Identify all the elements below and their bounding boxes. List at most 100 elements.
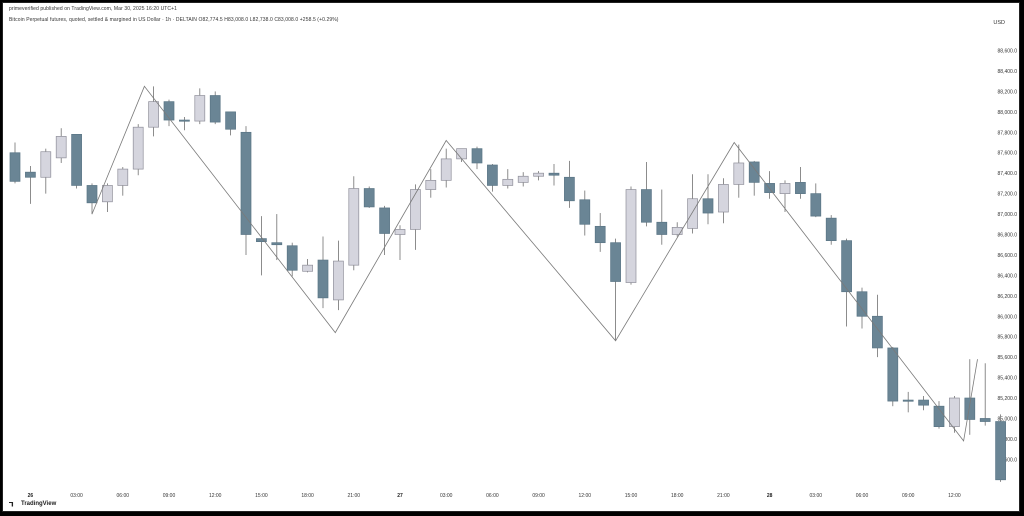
candle-body [733, 162, 745, 185]
candlestick-chart[interactable]: 84,600.0 84,800.0 85,000.0 85,200.0 85,400.0… [3, 3, 1020, 512]
y-tick-label: 85,200.0 [998, 396, 1018, 402]
x-tick-label: 06:00 [117, 493, 130, 499]
candle-body [933, 405, 945, 427]
x-tick-label: 18:00 [301, 493, 314, 499]
symbol-info-line: Bitcoin Perpetual futures, quoted, settl… [9, 17, 339, 23]
x-tick-label: 09:00 [163, 493, 176, 499]
candle-body [440, 158, 452, 181]
candle-body [702, 198, 714, 214]
candle-body [40, 151, 52, 178]
x-tick-label: 09:00 [532, 493, 545, 499]
candle-body [179, 119, 190, 122]
candle-body [872, 315, 883, 349]
candle-body [333, 260, 344, 301]
candle-body [117, 168, 129, 186]
y-tick-label: 86,600.0 [998, 253, 1018, 259]
candle-body [902, 399, 914, 402]
y-tick-label: 86,800.0 [998, 233, 1018, 239]
x-tick-label: 26 [28, 493, 34, 499]
y-tick-label: 84,600.0 [998, 457, 1018, 463]
candle-body [240, 131, 252, 235]
candle-body [625, 189, 637, 283]
candle-body [548, 172, 560, 176]
x-tick-label: 15:00 [625, 493, 638, 499]
candle-body [286, 245, 298, 271]
candle-body [194, 95, 206, 122]
candle-body [163, 101, 175, 121]
candle-body [256, 238, 267, 243]
candle-body [363, 188, 375, 208]
candle-body [102, 185, 113, 203]
candle-body [887, 347, 899, 402]
x-tick-label: 03:00 [810, 493, 823, 499]
candle-body [610, 242, 621, 282]
candle-body [656, 221, 668, 235]
candle-body [502, 178, 514, 186]
y-tick-label: 85,800.0 [998, 335, 1018, 341]
candle-body [225, 111, 236, 130]
candle-body [55, 136, 67, 159]
candle-body [410, 189, 421, 230]
y-tick-label: 88,000.0 [998, 110, 1018, 116]
y-tick-label: 87,600.0 [998, 151, 1018, 157]
x-tick-label: 12:00 [948, 493, 961, 499]
y-tick-label: 85,000.0 [998, 416, 1018, 422]
y-tick-label: 87,200.0 [998, 192, 1018, 198]
candle-body [979, 418, 991, 422]
candle-body [394, 229, 406, 235]
candle-body [456, 148, 467, 160]
x-tick-label: 21:00 [717, 493, 730, 499]
candle-body [964, 397, 976, 420]
candle-body [856, 291, 868, 317]
publisher-line: primeverified published on TradingView.c… [9, 6, 178, 12]
candle-body [471, 148, 483, 164]
tradingview-logo[interactable]: TradingView [9, 501, 56, 507]
candle-body [949, 397, 960, 427]
candle-body [86, 185, 98, 204]
x-tick-label: 09:00 [902, 493, 915, 499]
y-tick-label: 85,400.0 [998, 376, 1018, 382]
candle-body [718, 184, 729, 213]
candle-body [25, 171, 36, 178]
x-tick-label: 03:00 [70, 493, 83, 499]
candle-body [564, 176, 575, 202]
x-tick-label: 03:00 [440, 493, 453, 499]
y-tick-label: 87,800.0 [998, 130, 1018, 136]
x-tick-label: 15:00 [255, 493, 268, 499]
y-tick-label: 86,200.0 [998, 294, 1018, 300]
zigzag-line [91, 85, 978, 442]
candle-body [148, 101, 159, 128]
x-tick-label: 06:00 [486, 493, 499, 499]
candle-body [995, 421, 1006, 481]
x-tick-label: 06:00 [856, 493, 869, 499]
candle-body [487, 164, 498, 186]
candle-body [9, 152, 21, 182]
candle-body [918, 399, 929, 406]
x-tick-label: 28 [767, 493, 773, 499]
tradingview-brand: TradingView [21, 501, 57, 507]
currency-label: USD [993, 20, 1005, 26]
candle-body [841, 240, 852, 293]
candle-body [641, 189, 652, 223]
y-tick-label: 84,800.0 [998, 437, 1018, 443]
y-tick-label: 87,400.0 [998, 171, 1018, 177]
candle-body [348, 188, 360, 266]
x-tick-label: 27 [397, 493, 403, 499]
y-tick-label: 85,600.0 [998, 355, 1018, 361]
candle-body [810, 193, 822, 217]
candle-body [825, 217, 837, 241]
x-tick-label: 12:00 [579, 493, 592, 499]
y-tick-label: 86,400.0 [998, 273, 1018, 279]
candle-body [594, 225, 606, 244]
candle-body [317, 259, 329, 299]
y-tick-label: 88,200.0 [998, 89, 1018, 95]
tradingview-logo-icon [9, 501, 14, 507]
candle-body [533, 172, 544, 177]
candle-body [425, 179, 437, 190]
candle-body [209, 95, 221, 123]
candle-body [302, 264, 313, 272]
candle-body [795, 182, 806, 194]
candle-body [71, 134, 82, 186]
x-tick-label: 12:00 [209, 493, 222, 499]
